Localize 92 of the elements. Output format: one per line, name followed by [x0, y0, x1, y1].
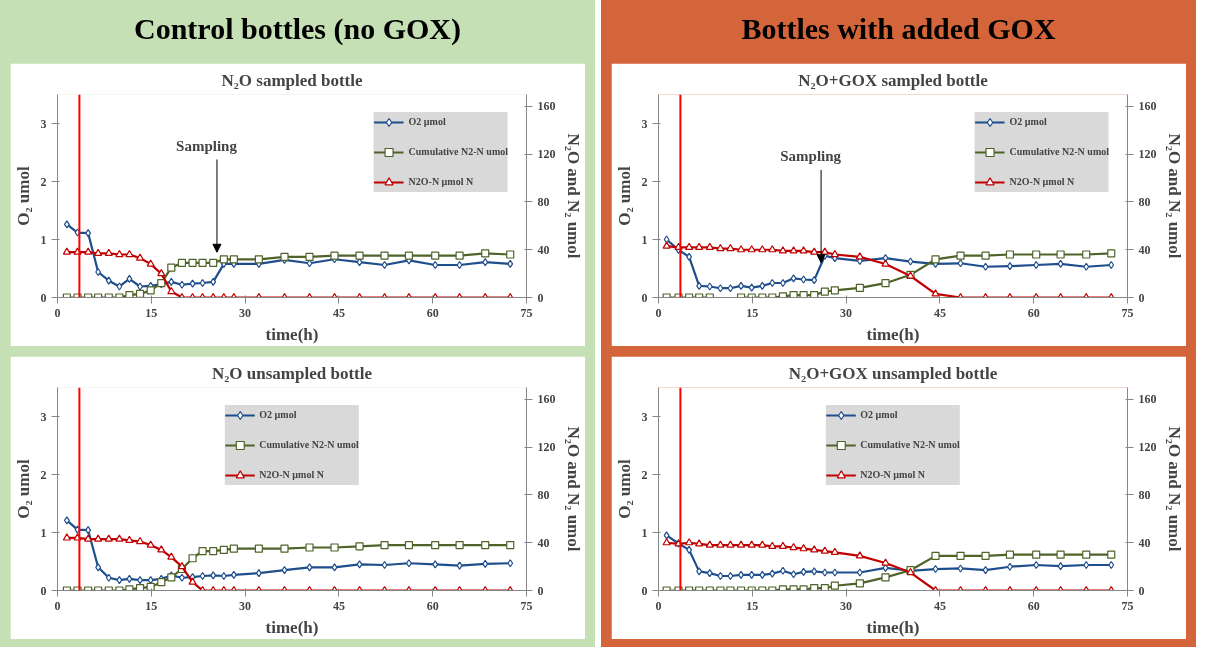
x-tick-label: 75: [520, 598, 533, 613]
y-tick-label: 2: [40, 467, 47, 482]
y2-tick-label: 160: [537, 99, 556, 114]
y-axis-title: O₂ umol: [614, 165, 634, 226]
y2-tick-label: 120: [1138, 147, 1157, 162]
x-tick-label: 0: [655, 598, 662, 613]
y-tick-label: 0: [40, 583, 47, 598]
y-axis-title: O₂ umol: [13, 165, 33, 226]
chart-title: N₂O unsampled bottle: [212, 363, 373, 383]
x-axis-title: time(h): [265, 617, 319, 637]
y2-tick-label: 40: [1138, 535, 1151, 550]
x-tick-label: 75: [1121, 305, 1134, 320]
y2-tick-label: 120: [537, 147, 556, 162]
y2-axis-title: N₂O and N₂ umol: [1164, 426, 1184, 552]
y2-tick-label: 120: [537, 440, 556, 455]
y2-tick-label: 160: [537, 392, 556, 407]
x-tick-label: 0: [54, 598, 61, 613]
x-axis-title: time(h): [866, 324, 920, 344]
y2-axis-title: N₂O and N₂ umol: [1164, 133, 1184, 259]
y2-tick-label: 80: [537, 487, 550, 502]
y-tick-label: 3: [641, 409, 648, 424]
legend-label: O2 µmol: [860, 409, 898, 421]
y2-tick-label: 40: [1138, 242, 1151, 257]
legend-label: N2O-N µmol N: [1009, 176, 1075, 188]
legend-label: O2 µmol: [259, 409, 297, 421]
legend-label: Cumulative N2-N umol: [259, 439, 359, 451]
x-tick-label: 45: [933, 305, 946, 320]
annotation: Sampling: [176, 137, 238, 154]
y-tick-label: 0: [641, 290, 648, 305]
y-tick-label: 3: [40, 409, 47, 424]
legend-label: Cumulative N2-N umol: [860, 439, 960, 451]
x-tick-label: 15: [746, 305, 759, 320]
y-tick-label: 1: [641, 232, 648, 247]
y2-axis-title: N₂O and N₂ umol: [563, 426, 583, 552]
y-tick-label: 1: [40, 232, 47, 247]
y-tick-label: 2: [40, 174, 47, 189]
chart-title: N₂O+GOX sampled bottle: [798, 70, 989, 90]
x-tick-label: 30: [239, 598, 252, 613]
y2-tick-label: 0: [537, 290, 544, 305]
x-tick-label: 30: [239, 305, 252, 320]
x-tick-label: 45: [332, 305, 345, 320]
y2-tick-label: 40: [537, 242, 550, 257]
y2-axis-title: N₂O and N₂ umol: [563, 133, 583, 259]
x-axis-title: time(h): [265, 324, 319, 344]
y2-tick-label: 0: [1138, 290, 1145, 305]
y-tick-label: 2: [641, 467, 648, 482]
x-tick-label: 0: [54, 305, 61, 320]
y2-tick-label: 80: [1138, 487, 1151, 502]
x-axis-title: time(h): [866, 617, 920, 637]
text: Control bottles (no GOX): [134, 11, 461, 47]
y2-tick-label: 160: [1138, 99, 1157, 114]
y-tick-label: 2: [641, 174, 648, 189]
legend-label: O2 µmol: [408, 116, 446, 128]
x-tick-label: 0: [655, 305, 662, 320]
y-tick-label: 0: [641, 583, 648, 598]
y-tick-label: 1: [40, 525, 47, 540]
y-tick-label: 3: [40, 116, 47, 131]
x-tick-label: 30: [840, 598, 853, 613]
y2-tick-label: 80: [537, 194, 550, 209]
x-tick-label: 60: [426, 598, 439, 613]
x-tick-label: 75: [1121, 598, 1134, 613]
y-axis-title: O₂ umol: [614, 458, 634, 519]
legend-label: O2 µmol: [1009, 116, 1047, 128]
y2-tick-label: 40: [537, 535, 550, 550]
y-tick-label: 1: [641, 525, 648, 540]
legend-label: N2O-N µmol N: [259, 469, 324, 481]
x-tick-label: 45: [933, 598, 946, 613]
x-tick-label: 75: [520, 305, 533, 320]
x-tick-label: 30: [840, 305, 853, 320]
y2-tick-label: 0: [537, 583, 544, 598]
legend-label: Cumulative N2-N umol: [1009, 146, 1109, 158]
text: Bottles with added GOX: [741, 11, 1056, 47]
legend-label: N2O-N µmol N: [860, 469, 925, 481]
legend-label: Cumulative N2-N umol: [408, 146, 508, 158]
x-tick-label: 60: [426, 305, 439, 320]
x-tick-label: 15: [145, 598, 158, 613]
y-tick-label: 0: [40, 290, 47, 305]
y2-tick-label: 0: [1138, 583, 1145, 598]
y-tick-label: 3: [641, 116, 648, 131]
y2-tick-label: 80: [1138, 194, 1151, 209]
x-tick-label: 60: [1027, 598, 1040, 613]
chart-title: N₂O sampled bottle: [221, 70, 363, 90]
chart-title: N₂O+GOX unsampled bottle: [788, 363, 998, 383]
x-tick-label: 15: [145, 305, 158, 320]
y-axis-title: O₂ umol: [13, 458, 33, 519]
y2-tick-label: 160: [1138, 392, 1157, 407]
x-tick-label: 15: [746, 598, 759, 613]
x-tick-label: 45: [332, 598, 345, 613]
annotation: Sampling: [780, 147, 842, 164]
y2-tick-label: 120: [1138, 440, 1157, 455]
legend-label: N2O-N µmol N: [408, 176, 474, 188]
x-tick-label: 60: [1027, 305, 1040, 320]
